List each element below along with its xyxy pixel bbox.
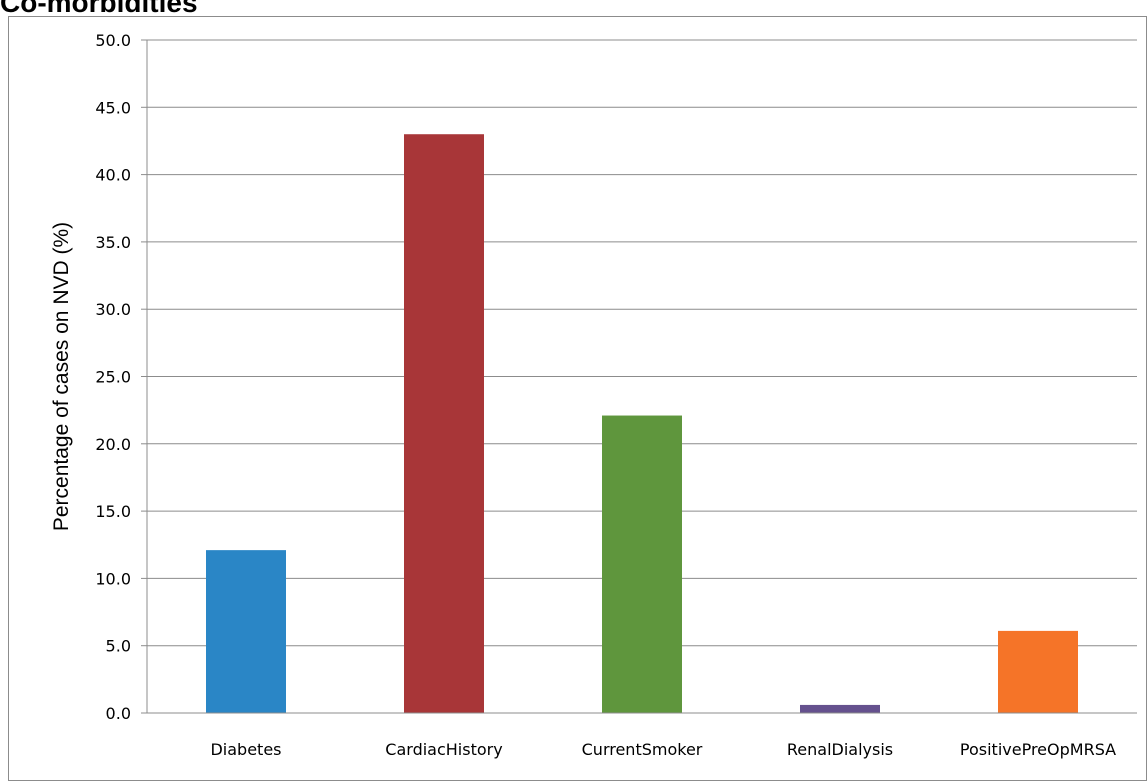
bar-diabetes bbox=[206, 550, 286, 713]
x-tick-label: CardiacHistory bbox=[385, 740, 502, 759]
y-tick-label: 5.0 bbox=[106, 637, 131, 656]
bar-positivepreopmrsa bbox=[998, 630, 1078, 713]
bar-currentsmoker bbox=[602, 415, 682, 713]
bar-cardiachistory bbox=[404, 134, 484, 714]
x-tick-label: Diabetes bbox=[210, 740, 281, 759]
x-tick-label: PositivePreOpMRSA bbox=[960, 740, 1116, 759]
x-axis-labels: Diabetes CardiacHistory CurrentSmoker Renal… bbox=[210, 740, 1116, 759]
chart-title: Co-morbidities bbox=[0, 0, 198, 18]
y-tick-label: 15.0 bbox=[95, 502, 131, 521]
y-tick-label: 20.0 bbox=[95, 435, 131, 454]
y-tick-label: 35.0 bbox=[95, 233, 131, 252]
y-tick-label: 50.0 bbox=[95, 31, 131, 50]
bar-renaldialysis bbox=[800, 704, 880, 713]
y-tick-label: 40.0 bbox=[95, 166, 131, 185]
bars bbox=[206, 134, 1078, 714]
y-tick-label: 30.0 bbox=[95, 300, 131, 319]
y-tick-label: 0.0 bbox=[106, 704, 131, 723]
y-tick-label: 25.0 bbox=[95, 368, 131, 387]
y-tick-label: 45.0 bbox=[95, 98, 131, 117]
x-tick-label: CurrentSmoker bbox=[582, 740, 703, 759]
y-axis-ticks: 0.0 5.0 10.0 15.0 20.0 25.0 30.0 35.0 40.0 45.0 50… bbox=[95, 31, 147, 723]
y-tick-label: 10.0 bbox=[95, 569, 131, 588]
chart-frame bbox=[8, 16, 1147, 781]
x-tick-label: RenalDialysis bbox=[787, 740, 893, 759]
y-axis-title: Percentage of cases on NVD (%) bbox=[50, 222, 73, 531]
